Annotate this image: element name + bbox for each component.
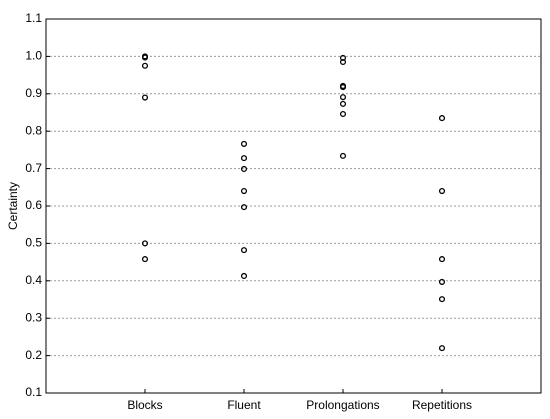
- y-tick-label: 0.5: [25, 236, 42, 250]
- point: [339, 152, 347, 159]
- point: [141, 94, 149, 101]
- y-tick-label: 1.0: [25, 49, 42, 63]
- point: [240, 204, 248, 211]
- point: [240, 247, 248, 254]
- point: [438, 345, 446, 352]
- point: [438, 115, 446, 122]
- point: [438, 278, 446, 285]
- y-tick-label: 0.7: [25, 161, 42, 175]
- point: [438, 256, 446, 263]
- point: [240, 272, 248, 279]
- plot-frame: [45, 18, 542, 394]
- y-tick-label: 0.6: [25, 198, 42, 212]
- point: [339, 84, 347, 91]
- y-axis-label: Certainty: [6, 182, 20, 230]
- point: [141, 256, 149, 263]
- y-tick-label: 0.3: [25, 310, 42, 324]
- y-tick-label: 1.1: [25, 11, 42, 25]
- point: [141, 62, 149, 69]
- y-tick-label: 0.2: [25, 348, 42, 362]
- x-tick-label: Repetitions: [412, 398, 472, 412]
- point: [339, 110, 347, 118]
- point: [240, 165, 248, 173]
- point: [438, 296, 446, 303]
- y-tick-label: 0.1: [25, 385, 42, 399]
- point: [141, 54, 149, 61]
- x-tick-label: Fluent: [227, 398, 261, 412]
- point: [339, 94, 347, 101]
- point: [339, 58, 347, 66]
- x-tick-label: Blocks: [127, 398, 162, 412]
- y-tick-label: 0.4: [25, 273, 42, 287]
- point: [339, 100, 347, 107]
- point: [240, 140, 248, 147]
- point: [240, 155, 248, 162]
- point: [141, 240, 149, 247]
- y-tick-label: 0.9: [25, 86, 42, 100]
- point: [339, 54, 347, 61]
- x-tick-label: Prolongations: [306, 398, 379, 412]
- y-tick-label: 0.8: [25, 123, 42, 137]
- point: [240, 187, 248, 195]
- point: [438, 187, 446, 195]
